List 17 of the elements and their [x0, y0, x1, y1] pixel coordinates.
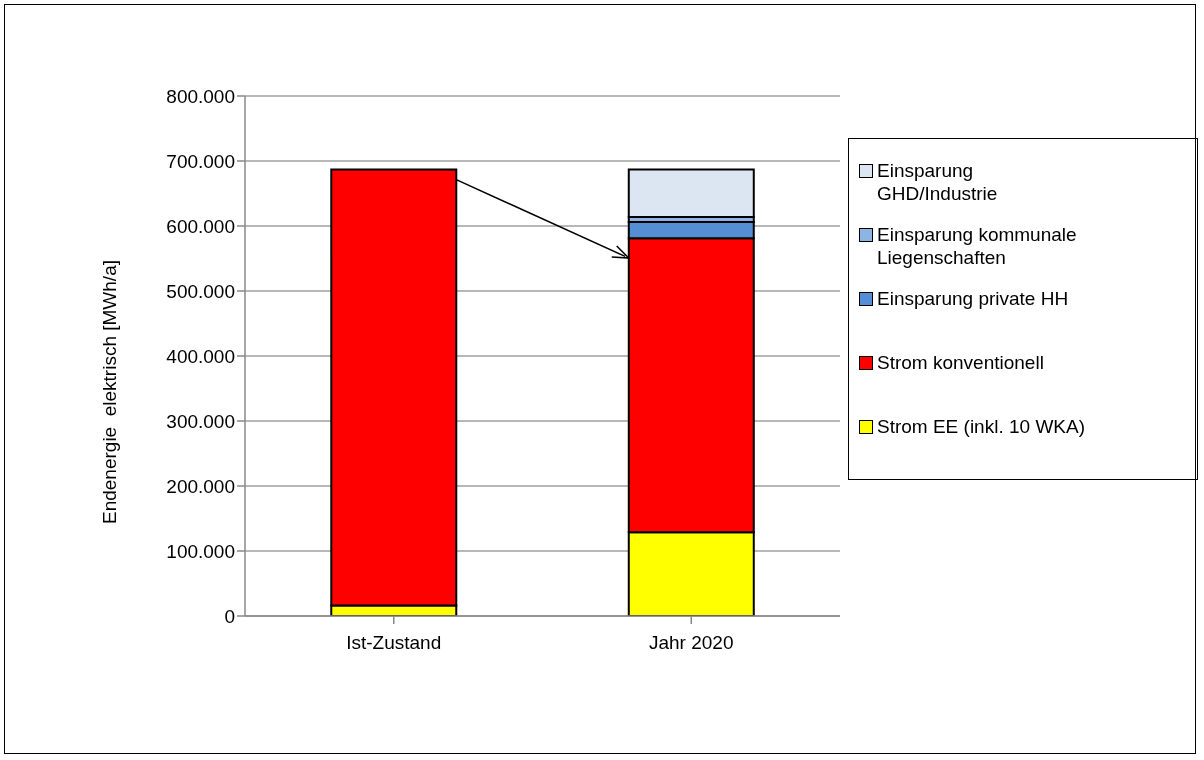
y-tick-label: 400.000: [166, 345, 235, 367]
legend-label: Einsparung private HH: [877, 287, 1070, 310]
y-axis-title: Endenergie elektrisch [MWh/a]: [99, 259, 121, 525]
y-tick-label: 700.000: [166, 150, 235, 172]
x-tick-label: Ist-Zustand: [346, 632, 442, 654]
x-tick-label: Jahr 2020: [648, 632, 734, 654]
legend-label: Einsparung GHD/Industrie: [877, 159, 999, 205]
y-tick-label: 500.000: [166, 280, 235, 302]
y-tick-label: 600.000: [166, 215, 235, 237]
y-tick-label: 100.000: [166, 540, 235, 562]
y-tick-label: 800.000: [166, 85, 235, 107]
y-tick-label: 0: [224, 605, 235, 627]
legend-label: Strom EE (inkl. 10 WKA): [877, 415, 1086, 438]
y-tick-label: 300.000: [166, 410, 235, 432]
legend-label: Einsparung kommunale Liegenschaften: [877, 223, 1078, 269]
legend-label: Strom konventionell: [877, 351, 1045, 374]
y-tick-label: 200.000: [166, 475, 235, 497]
